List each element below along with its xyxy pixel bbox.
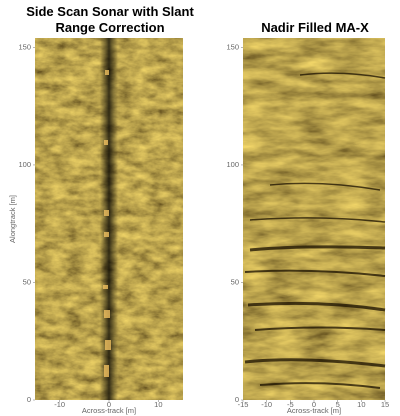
x-tick-label: -15 — [238, 400, 249, 409]
x-axis-label: Across-track [m] — [82, 406, 136, 415]
x-tick-label: -10 — [54, 400, 65, 409]
y-tick-label: 0 — [27, 395, 31, 404]
y-tick-label: 150 — [18, 42, 31, 51]
chart-title: Side Scan Sonar with Slant Range Correct… — [26, 4, 194, 35]
x-axis-label: Across-track [m] — [287, 406, 341, 415]
x-tick-label: 10 — [357, 400, 365, 409]
y-tick-label: 150 — [226, 42, 239, 51]
x-tick-label: -5 — [287, 400, 294, 409]
y-tick-label: 50 — [231, 277, 239, 286]
y-tick-label: 100 — [18, 160, 31, 169]
sonar-image-left — [35, 38, 183, 400]
chart-title: Nadir Filled MA-X — [261, 20, 369, 35]
x-tick-label: 0 — [312, 400, 316, 409]
x-tick-label: -10 — [261, 400, 272, 409]
y-tick-label: 0 — [235, 395, 239, 404]
x-tick-label: 5 — [336, 400, 340, 409]
y-tick-label: 100 — [226, 160, 239, 169]
y-axis-label: Alongtrack [m] — [8, 195, 17, 243]
x-tick-label: 0 — [107, 400, 111, 409]
sonar-image-right — [243, 38, 386, 400]
y-tick-label: 50 — [23, 277, 31, 286]
x-tick-label: 15 — [381, 400, 389, 409]
x-tick-label: 10 — [154, 400, 162, 409]
